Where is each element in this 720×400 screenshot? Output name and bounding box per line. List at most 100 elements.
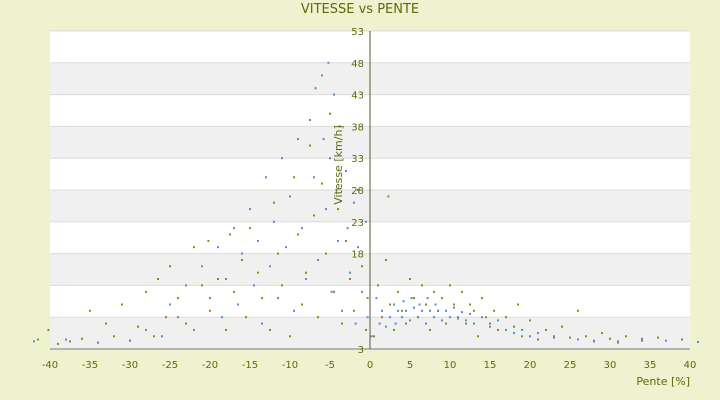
data-point: [309, 119, 311, 121]
data-point: [469, 303, 471, 306]
y-tick-label: 38: [351, 122, 364, 133]
data-point: [577, 338, 579, 341]
data-point: [453, 303, 455, 306]
data-point: [293, 309, 295, 312]
data-point: [337, 208, 339, 211]
data-point: [225, 278, 227, 280]
data-point: [349, 278, 351, 280]
data-point: [378, 322, 381, 325]
data-point: [441, 297, 443, 300]
data-point: [561, 325, 563, 328]
data-point: [457, 317, 459, 320]
data-point: [457, 316, 459, 319]
data-point: [297, 233, 299, 236]
data-point: [375, 297, 378, 300]
data-point: [261, 322, 263, 325]
data-point: [273, 201, 275, 204]
data-point: [65, 338, 67, 341]
data-point: [321, 182, 323, 185]
data-point: [249, 227, 251, 230]
data-point: [681, 338, 683, 341]
data-point: [485, 316, 487, 319]
data-point: [617, 341, 619, 344]
data-point: [461, 290, 463, 293]
x-tick-label: -10: [282, 360, 298, 371]
data-point: [469, 313, 471, 315]
data-point: [402, 300, 405, 303]
data-point: [105, 322, 107, 325]
data-point: [113, 335, 115, 338]
data-point: [357, 246, 359, 249]
data-point: [333, 93, 335, 96]
data-point: [445, 309, 447, 312]
data-point: [245, 316, 247, 319]
data-point: [465, 322, 467, 325]
data-point: [517, 303, 519, 306]
data-point: [317, 316, 319, 319]
data-point: [401, 316, 403, 319]
data-point: [473, 309, 475, 312]
data-point: [97, 341, 99, 344]
data-point: [441, 319, 443, 322]
data-point: [429, 328, 431, 331]
data-point: [249, 208, 251, 211]
data-point: [601, 332, 603, 335]
data-point: [489, 325, 491, 328]
data-point: [445, 322, 447, 325]
data-point: [253, 284, 255, 287]
data-point: [373, 335, 375, 338]
data-point: [505, 316, 507, 319]
data-point: [521, 335, 523, 338]
data-point: [409, 278, 411, 280]
data-point: [157, 278, 159, 280]
data-point: [489, 322, 491, 325]
data-point: [421, 309, 423, 312]
y-tick-label: 23: [351, 218, 364, 229]
data-point: [317, 259, 319, 261]
data-point: [185, 284, 187, 287]
y-tick-label: 28: [351, 186, 364, 197]
data-point: [521, 328, 523, 331]
data-point: [425, 322, 427, 325]
data-point: [327, 61, 330, 64]
data-point: [269, 265, 271, 268]
data-point: [433, 316, 435, 319]
x-tick-label: 35: [644, 360, 657, 371]
data-point: [537, 332, 539, 335]
data-point: [437, 309, 439, 312]
data-point: [409, 319, 411, 322]
data-point: [537, 338, 539, 341]
data-point: [393, 328, 395, 331]
data-point: [322, 138, 325, 141]
data-point: [330, 290, 333, 293]
data-point: [354, 322, 357, 325]
data-point: [305, 278, 307, 280]
data-point: [314, 87, 317, 90]
data-point: [257, 271, 259, 274]
data-point: [341, 322, 343, 325]
data-point: [289, 335, 291, 338]
data-point: [57, 342, 59, 345]
data-point: [241, 252, 243, 255]
x-tick-label: 20: [524, 360, 537, 371]
data-point: [129, 339, 131, 342]
data-point: [217, 246, 219, 249]
data-point: [201, 284, 203, 287]
x-tick-label: -30: [122, 360, 138, 371]
data-point: [497, 319, 499, 322]
data-point: [349, 271, 351, 274]
data-point: [229, 233, 231, 236]
data-point: [265, 176, 267, 179]
data-point: [169, 265, 171, 268]
data-point: [346, 227, 349, 230]
data-point: [353, 201, 355, 204]
data-point: [569, 336, 571, 339]
data-point: [225, 328, 227, 331]
data-point: [329, 157, 331, 160]
data-point: [277, 297, 279, 300]
x-tick-label: 5: [407, 360, 413, 371]
data-point: [449, 284, 451, 287]
data-point: [121, 303, 123, 306]
data-point: [233, 290, 235, 293]
